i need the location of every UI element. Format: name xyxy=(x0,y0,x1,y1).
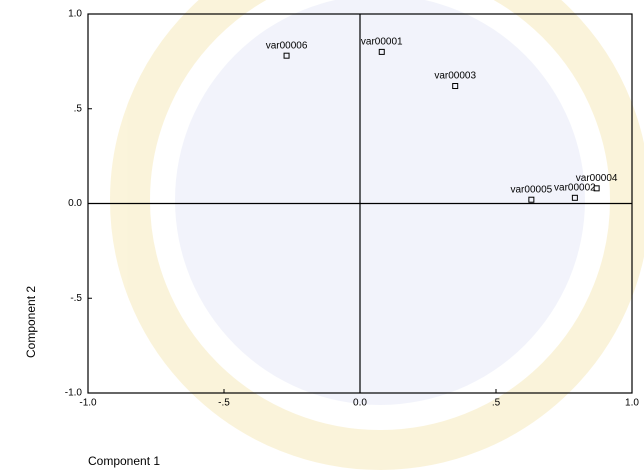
point-label: var00003 xyxy=(434,71,476,82)
y-tick-label: -.5 xyxy=(70,293,82,304)
x-tick-label: -.5 xyxy=(218,398,230,409)
point-label: var00005 xyxy=(511,184,553,195)
x-tick-label: 0.0 xyxy=(353,398,367,409)
x-tick-label: 1.0 xyxy=(625,398,639,409)
point-label: var00002 xyxy=(554,182,596,193)
y-axis-title: Component 2 xyxy=(24,286,38,358)
y-tick-label: -1.0 xyxy=(65,388,83,399)
x-axis-title: Component 1 xyxy=(88,454,160,468)
point-label: var00004 xyxy=(576,173,618,184)
chart: Component 1 Component 2 -1.0 -.5 0.0 .5 1.0 -… xyxy=(0,0,644,473)
watermark xyxy=(130,0,630,450)
y-tick-label: 0.0 xyxy=(68,198,82,209)
point-label: var00006 xyxy=(266,40,308,51)
y-tick-label: .5 xyxy=(74,103,83,114)
x-tick-label: -1.0 xyxy=(79,398,97,409)
x-tick-label: .5 xyxy=(492,398,501,409)
point-label: var00001 xyxy=(361,37,403,48)
y-tick-label: 1.0 xyxy=(68,9,82,20)
